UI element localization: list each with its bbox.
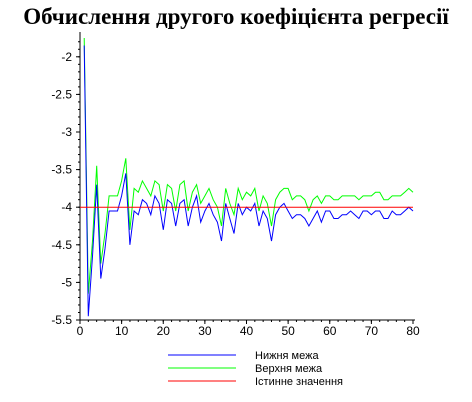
- y-tick-label: -3.5: [51, 163, 72, 177]
- x-tick-label: 10: [115, 324, 129, 338]
- x-tick-label: 60: [323, 324, 337, 338]
- legend-label-2: Істинне значення: [255, 376, 343, 388]
- plot-area: -2 -2.5 -3 -3.5 -4 -4.5 -5 -5.5 0 10 20 30 40 50 60 70 8…: [51, 32, 420, 338]
- legend-label-0: Нижня межа: [255, 350, 319, 362]
- legend-label-1: Верхня межа: [255, 363, 323, 375]
- series-line-1: [83, 37, 414, 294]
- y-tick-label: -2.5: [51, 87, 72, 101]
- x-tick-label: 40: [240, 324, 254, 338]
- y-tick-label: -2: [61, 50, 72, 64]
- x-tick-label: 50: [281, 324, 295, 338]
- x-tick-label: 70: [365, 324, 379, 338]
- y-tick-label: -3: [61, 125, 72, 139]
- x-tick-label: 20: [157, 324, 171, 338]
- y-tick-label: -4.5: [51, 238, 72, 252]
- series-line-0: [83, 45, 414, 317]
- y-tick-label: -4: [61, 200, 72, 214]
- y-tick-label: -5.5: [51, 313, 72, 327]
- x-tick-label: 0: [77, 324, 84, 338]
- chart-title: Обчислення другого коефіцієнта регресії: [23, 4, 449, 29]
- y-tick-label: -5: [61, 275, 72, 289]
- x-tick-label: 80: [406, 324, 420, 338]
- x-tick-label: 30: [198, 324, 212, 338]
